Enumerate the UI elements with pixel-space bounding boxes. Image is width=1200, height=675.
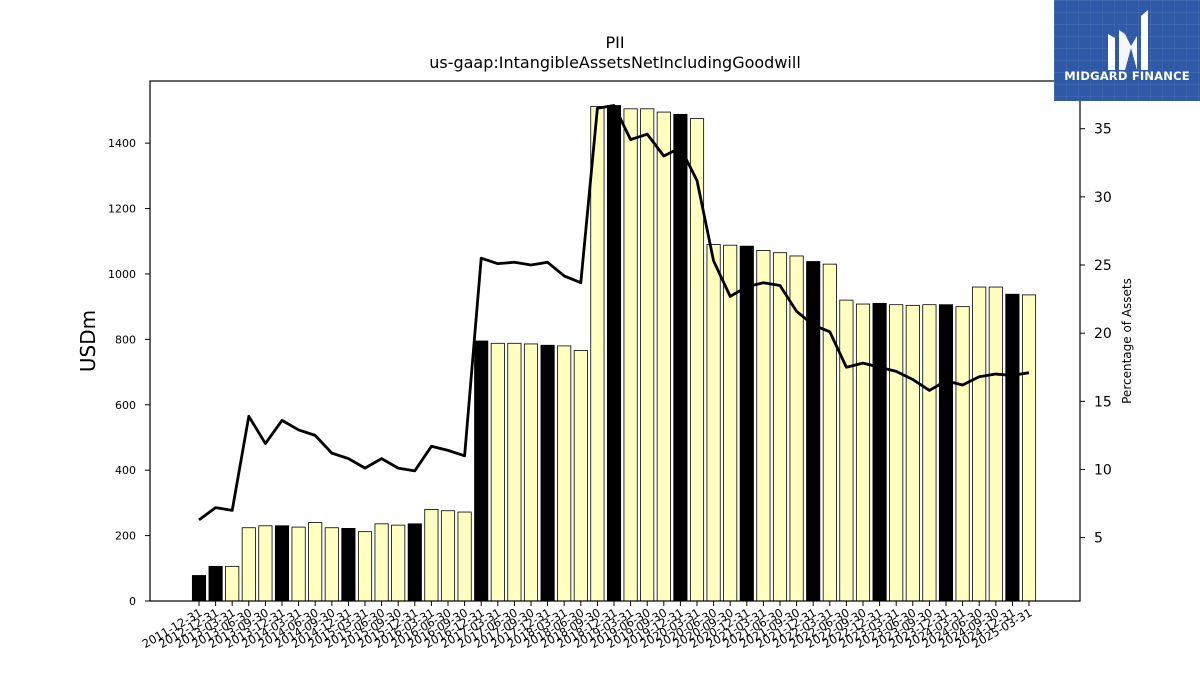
bar-2017-12-31 [540, 344, 555, 602]
bar-2011-12-31 [191, 575, 207, 602]
bar-2025-03-31 [1021, 294, 1037, 602]
left-tick-label: 1200 [108, 203, 136, 216]
bar-2016-03-31 [424, 509, 439, 602]
bar-2016-06-30 [440, 510, 456, 602]
left-tick-label: 1400 [108, 137, 136, 150]
bar-2017-06-30 [507, 342, 522, 602]
y-axis-label: USDm [76, 310, 100, 372]
right-tick-label: 30 [1094, 190, 1112, 206]
y2-axis-label: Percentage of Assets [1120, 278, 1134, 404]
bar-2024-03-31 [955, 306, 970, 602]
logo-text: MIDGARD FINANCE [1064, 69, 1190, 83]
x-axis: 2011-12-312012-12-312013-03-312013-06-30… [140, 601, 1035, 651]
left-tick-label: 200 [115, 530, 136, 543]
bar-2023-03-31 [889, 304, 904, 602]
bar-2014-06-30 [308, 522, 323, 602]
bar-2012-12-31 [208, 565, 223, 602]
right-tick-label: 10 [1094, 462, 1112, 478]
bar-2021-03-31 [756, 250, 771, 602]
bar-2016-09-30 [457, 511, 472, 602]
left-tick-label: 600 [115, 399, 136, 412]
bar-2023-09-30 [922, 304, 937, 602]
right-tick-label: 25 [1094, 258, 1112, 274]
bar-2013-06-30 [241, 527, 256, 602]
bar-2017-09-30 [523, 343, 539, 602]
bar-2013-12-31 [274, 525, 290, 602]
bar-2019-06-30 [640, 108, 655, 602]
right-tick-label: 35 [1094, 122, 1112, 138]
bar-2013-09-30 [258, 525, 273, 602]
bar-2023-06-30 [905, 304, 920, 602]
left-tick-label: 800 [115, 333, 136, 346]
bar-2024-12-31 [1005, 293, 1020, 602]
bar-2017-03-31 [490, 342, 505, 602]
bar-2023-12-31 [938, 304, 954, 602]
bar-2022-06-30 [839, 299, 854, 602]
chart-title: PII [605, 33, 624, 52]
bar-2020-12-31 [739, 245, 754, 602]
right-tick-label: 15 [1094, 394, 1112, 410]
bar-2014-09-30 [324, 527, 339, 602]
bar-2019-12-31 [673, 113, 688, 602]
bar-2018-03-31 [557, 345, 572, 602]
bar-2021-12-31 [806, 261, 821, 602]
bar-2015-09-30 [391, 524, 406, 602]
bar-2021-06-30 [772, 252, 788, 602]
brand-logo: MIDGARD FINANCE [1054, 0, 1200, 101]
bar-2013-03-31 [225, 565, 240, 602]
line-group [198, 104, 1030, 522]
bar-2020-06-30 [706, 244, 721, 602]
bar-2022-09-30 [855, 303, 871, 602]
plot-frame [149, 80, 1081, 602]
right-tick-label: 5 [1094, 531, 1103, 547]
left-tick-label: 1000 [108, 268, 136, 281]
left-tick-label: 0 [129, 595, 136, 608]
bar-2015-12-31 [407, 523, 422, 602]
bar-2024-09-30 [988, 286, 1003, 602]
bar-2024-06-30 [972, 286, 987, 602]
bar-2016-12-31 [474, 340, 489, 602]
midgard-logo-icon [1108, 10, 1148, 70]
bar-2022-03-31 [822, 263, 837, 602]
right-axis: 5 10 15 20 25 30 35 [1080, 122, 1112, 547]
bar-2018-06-30 [573, 350, 588, 602]
bar-2022-12-31 [872, 302, 887, 602]
left-axis: 0 200 400 600 800 1000 1200 1400 [108, 137, 150, 608]
bar-2015-06-30 [374, 523, 389, 602]
bar-2021-09-30 [789, 255, 804, 602]
bar-2014-03-31 [291, 526, 306, 602]
bar-2020-09-30 [723, 244, 738, 602]
left-tick-label: 400 [115, 464, 136, 477]
bar-2014-12-31 [341, 528, 356, 602]
right-tick-label: 20 [1094, 326, 1112, 342]
chart-subtitle: us-gaap:IntangibleAssetsNetIncludingGood… [429, 53, 801, 72]
bar-2018-09-30 [590, 106, 605, 602]
bar-2019-09-30 [656, 111, 671, 602]
bar-group [191, 105, 1037, 602]
bar-2018-12-31 [606, 105, 622, 602]
bar-2019-03-31 [623, 108, 638, 602]
bar-2020-03-31 [689, 118, 705, 602]
bar-2015-03-31 [357, 531, 373, 602]
percentage-of-assets-line [198, 104, 1030, 522]
